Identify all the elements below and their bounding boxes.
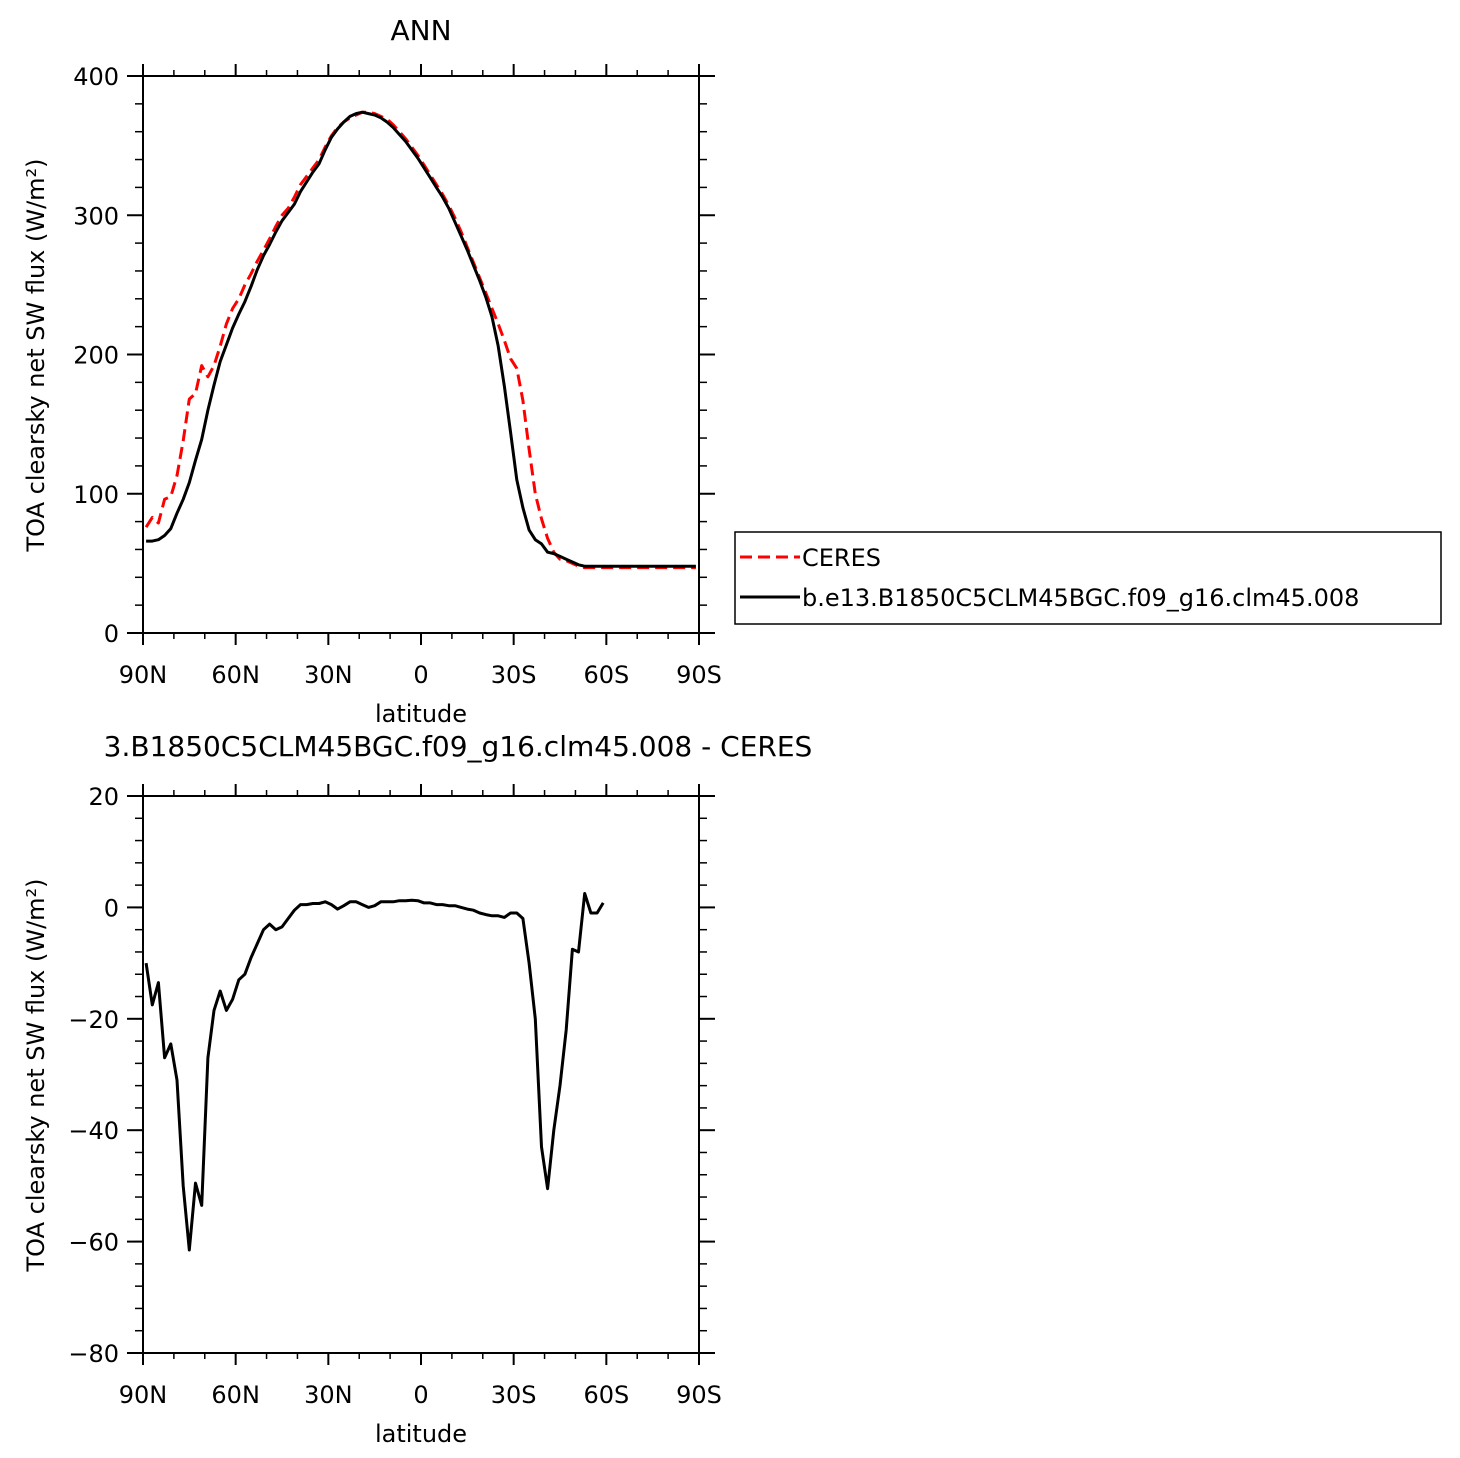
bottom-ytick-label: −80 [68, 1340, 119, 1368]
top-ytick-label: 400 [73, 63, 119, 91]
bottom-ytick-label: −20 [68, 1006, 119, 1034]
bottom-ytick-label: −40 [68, 1117, 119, 1145]
legend: CERES b.e13.B1850C5CLM45BGC.f09_g16.clm4… [734, 531, 1442, 625]
top-xtick-label: 60N [211, 661, 260, 689]
legend-label-ceres: CERES [802, 544, 881, 572]
bottom-xtick-label: 30N [304, 1381, 353, 1409]
top-xtick-label: 60S [583, 661, 629, 689]
bottom-xlabel: latitude [375, 1420, 467, 1448]
top-title: ANN [390, 14, 451, 47]
bottom-title: 3.B1850C5CLM45BGC.f09_g16.clm45.008 - CE… [104, 730, 813, 763]
bottom-plot-marks [144, 892, 605, 1252]
bottom-xtick-label: 60S [583, 1381, 629, 1409]
top-xtick-label: 0 [413, 661, 428, 689]
top-ytick-label: 200 [73, 342, 119, 370]
top-panel: ANN 90N 60N 30N 0 30S 60S 90S 0 100 200 300 400 lat… [22, 14, 1442, 728]
top-xtick-label: 90N [119, 661, 168, 689]
bottom-ytick-label: 20 [88, 783, 119, 811]
bottom-xtick-label: 0 [413, 1381, 428, 1409]
bottom-xtick-label: 90S [676, 1381, 722, 1409]
bottom-xtick-label: 60N [211, 1381, 260, 1409]
bottom-series-model-line [144, 892, 605, 1252]
bottom-xtick-label: 90N [119, 1381, 168, 1409]
top-series-model-line [146, 110, 696, 568]
top-axes: 90N 60N 30N 0 30S 60S 90S 0 100 200 300 400 [73, 63, 722, 689]
top-ytick-label: 0 [104, 620, 119, 648]
top-xlabel: latitude [375, 700, 467, 728]
top-ytick-label: 300 [73, 202, 119, 230]
top-ylabel: TOA clearsky net SW flux (W/m²) [22, 158, 50, 552]
top-plot-marks [144, 110, 696, 570]
top-ytick-label: 100 [73, 481, 119, 509]
top-xtick-label: 90S [676, 661, 722, 689]
bottom-axes: 90N 60N 30N 0 30S 60S 90S 20 0 −20 −40 −60 −80 [68, 783, 722, 1409]
legend-label-model: b.e13.B1850C5CLM45BGC.f09_g16.clm45.008 [802, 584, 1359, 612]
bottom-plot-frame [142, 795, 700, 1354]
bottom-ylabel: TOA clearsky net SW flux (W/m²) [22, 878, 50, 1272]
top-xtick-label: 30S [491, 661, 537, 689]
bottom-ytick-label: 0 [104, 894, 119, 922]
bottom-ytick-label: −60 [68, 1229, 119, 1257]
bottom-xtick-label: 30S [491, 1381, 537, 1409]
legend-box [734, 531, 1442, 625]
top-xtick-label: 30N [304, 661, 353, 689]
bottom-panel: 3.B1850C5CLM45BGC.f09_g16.clm45.008 - CE… [22, 730, 812, 1448]
top-plot-frame [142, 75, 700, 634]
